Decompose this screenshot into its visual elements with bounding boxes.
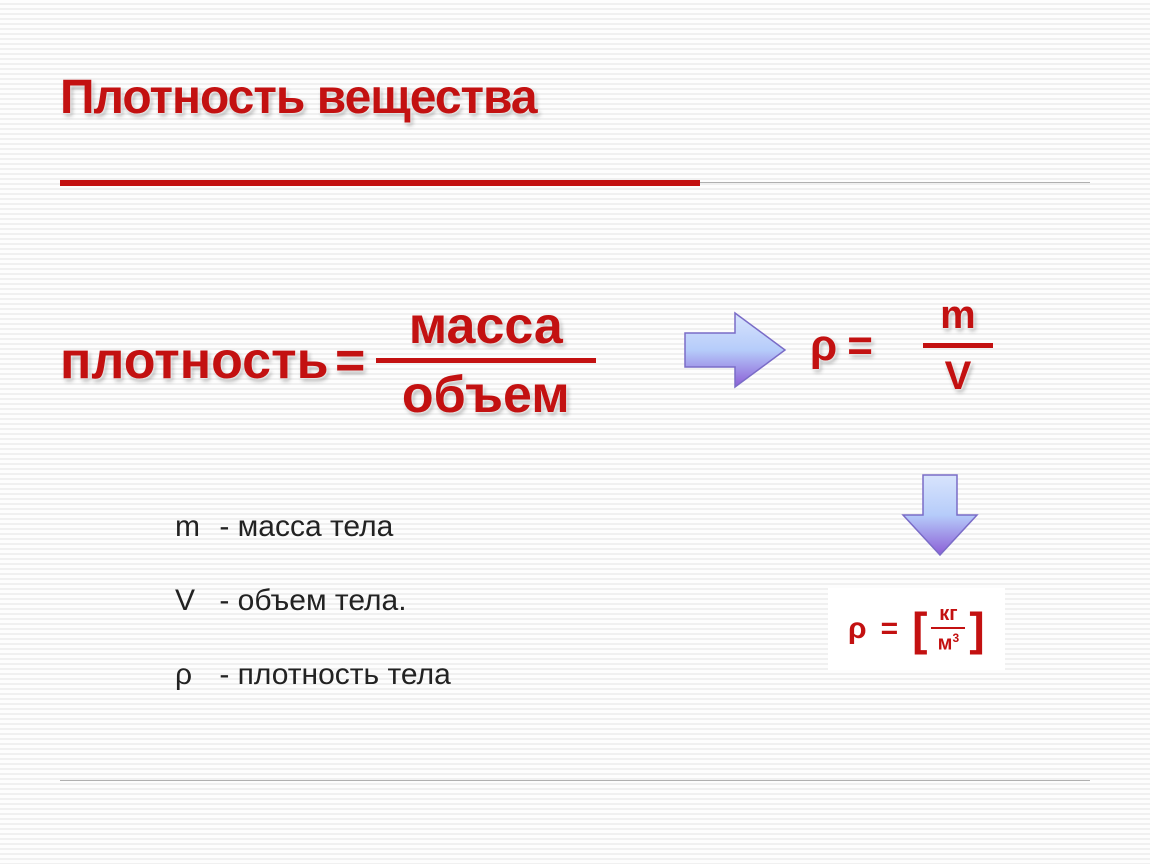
units-box: ρ = [ кг м3 ]	[830, 590, 1003, 668]
legend-text: - плотность тела	[219, 658, 450, 691]
word-formula: плотность = масса объем	[60, 300, 596, 421]
legend-text: - масса тела	[219, 510, 393, 543]
legend-symbol: ρ	[175, 658, 211, 692]
legend-row: ρ - плотность тела	[175, 658, 451, 692]
title-underline-thick	[60, 180, 700, 186]
arrow-right-icon	[680, 305, 790, 395]
symbol-formula-fraction: m V	[923, 295, 993, 396]
legend-symbol: V	[175, 584, 211, 618]
units-fraction: кг м3	[931, 604, 965, 654]
symbol-formula-numerator: m	[923, 295, 993, 335]
units-numerator: кг	[931, 604, 965, 624]
symbol-formula-rho: ρ	[810, 321, 837, 371]
units-denominator: м3	[931, 632, 965, 654]
arrow-down-icon	[895, 470, 985, 560]
symbol-formula-denominator: V	[923, 356, 993, 396]
units-bracket-left: [	[912, 606, 927, 652]
legend: m - масса тела V - объем тела. ρ - плотн…	[175, 510, 451, 732]
legend-row: m - масса тела	[175, 510, 451, 544]
title-underline-thin	[700, 182, 1090, 183]
slide-title: Плотность вещества	[60, 70, 537, 125]
word-formula-fraction: масса объем	[376, 300, 596, 421]
units-eq: =	[881, 612, 899, 646]
legend-row: V - объем тела.	[175, 584, 451, 618]
word-formula-denominator: объем	[376, 369, 596, 421]
units-rho: ρ	[848, 612, 867, 646]
units-bar	[931, 627, 965, 629]
word-formula-numerator: масса	[376, 300, 596, 352]
units-bracket-right: ]	[969, 606, 984, 652]
word-formula-bar	[376, 358, 596, 363]
legend-text: - объем тела.	[219, 584, 406, 617]
symbol-formula-eq: =	[847, 321, 873, 371]
word-formula-lhs: плотность	[60, 331, 329, 391]
symbol-formula-bar	[923, 343, 993, 348]
symbol-formula: ρ = m V	[810, 295, 993, 396]
word-formula-eq: =	[335, 331, 365, 391]
bottom-separator	[60, 780, 1090, 781]
legend-symbol: m	[175, 510, 211, 544]
